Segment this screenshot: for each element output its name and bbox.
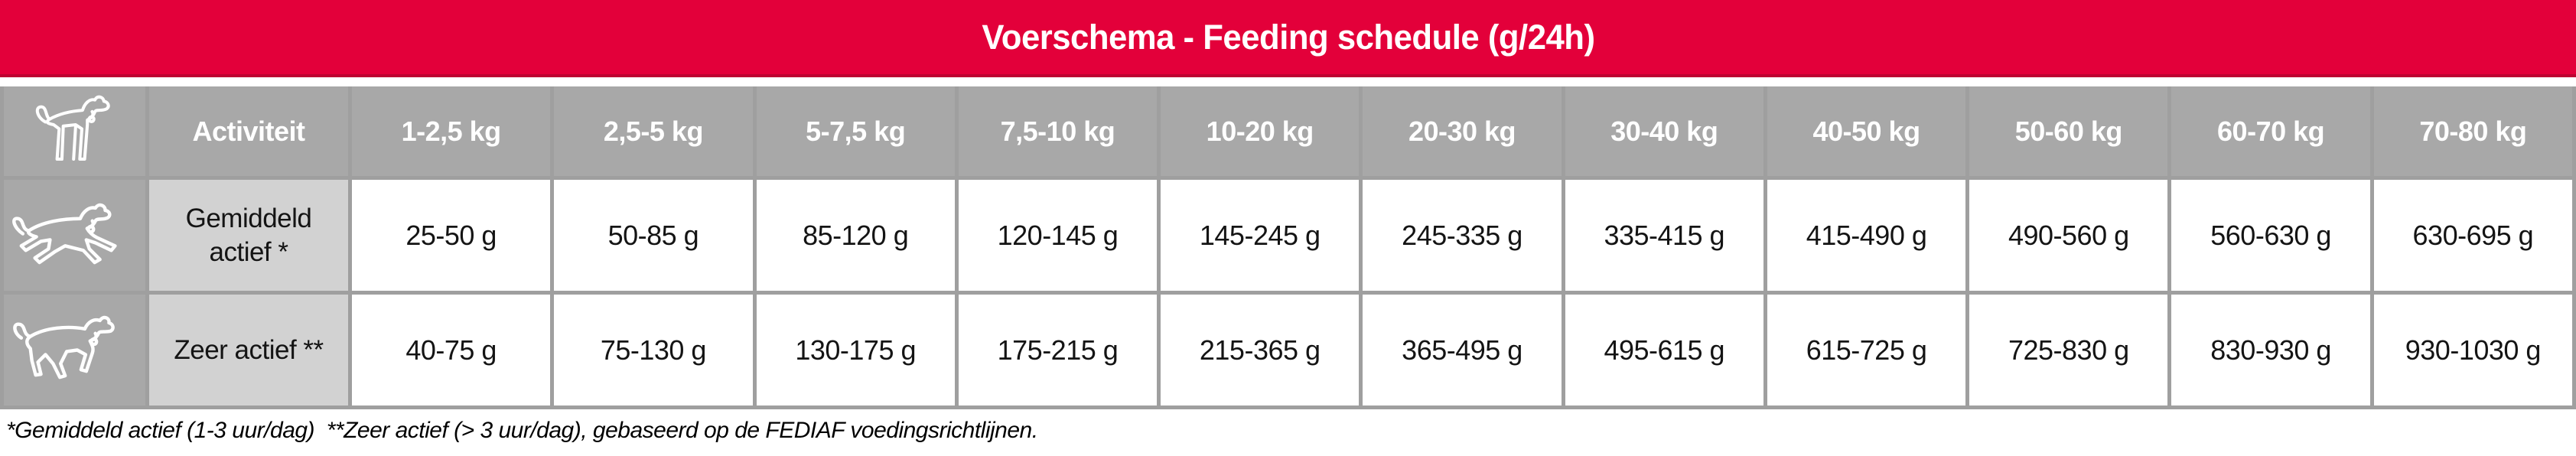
- feeding-value: 130-175 g: [756, 295, 955, 406]
- feeding-value: 145-245 g: [1161, 180, 1360, 291]
- trotting-dog-icon: [11, 203, 117, 265]
- column-header-weight: 60-70 kg: [2171, 86, 2370, 176]
- feeding-value: 175-215 g: [958, 295, 1158, 406]
- galloping-dog-icon: [12, 315, 115, 379]
- feeding-value: 215-365 g: [1161, 295, 1360, 406]
- feeding-value: 930-1030 g: [2373, 295, 2572, 406]
- column-header-activity: Activiteit: [149, 86, 348, 176]
- column-header-weight: 1-2,5 kg: [352, 86, 551, 176]
- feeding-value: 245-335 g: [1363, 180, 1562, 291]
- column-header-weight: 5-7,5 kg: [756, 86, 955, 176]
- column-header-weight: 7,5-10 kg: [958, 86, 1158, 176]
- feeding-value: 40-75 g: [352, 295, 551, 406]
- standing-dog-icon: [35, 95, 110, 161]
- feeding-value: 25-50 g: [352, 180, 551, 291]
- feeding-value: 75-130 g: [554, 295, 753, 406]
- feeding-value: 495-615 g: [1565, 295, 1763, 406]
- activity-label: Gemiddeld actief *: [149, 180, 348, 291]
- feeding-value: 365-495 g: [1363, 295, 1562, 406]
- feeding-value: 560-630 g: [2171, 180, 2370, 291]
- feeding-value: 50-85 g: [554, 180, 753, 291]
- feeding-value: 85-120 g: [756, 180, 955, 291]
- column-header-weight: 50-60 kg: [1969, 86, 2168, 176]
- feeding-value: 120-145 g: [958, 180, 1158, 291]
- column-header-weight: 20-30 kg: [1363, 86, 1562, 176]
- title-banner: Voerschema - Feeding schedule (g/24h): [0, 0, 2576, 77]
- feeding-value: 725-830 g: [1969, 295, 2168, 406]
- feeding-value: 630-695 g: [2373, 180, 2572, 291]
- column-header-weight: 40-50 kg: [1767, 86, 1966, 176]
- feeding-value: 830-930 g: [2171, 295, 2370, 406]
- page-title: Voerschema - Feeding schedule (g/24h): [981, 17, 1595, 57]
- row-icon-cell: [4, 180, 145, 291]
- feeding-value: 415-490 g: [1767, 180, 1966, 291]
- column-header-weight: 70-80 kg: [2373, 86, 2572, 176]
- column-header-weight: 30-40 kg: [1565, 86, 1763, 176]
- activity-label: Zeer actief **: [149, 295, 348, 406]
- feeding-value: 615-725 g: [1767, 295, 1966, 406]
- feeding-table: Activiteit 1-2,5 kg 2,5-5 kg 5-7,5 kg 7,…: [0, 86, 2576, 409]
- column-header-weight: 10-20 kg: [1161, 86, 1360, 176]
- corner-cell: [4, 86, 145, 176]
- row-icon-cell: [4, 295, 145, 406]
- feeding-value: 490-560 g: [1969, 180, 2168, 291]
- footnote: *Gemiddeld actief (1-3 uur/dag) **Zeer a…: [6, 418, 1038, 443]
- feeding-value: 335-415 g: [1565, 180, 1763, 291]
- column-header-weight: 2,5-5 kg: [554, 86, 753, 176]
